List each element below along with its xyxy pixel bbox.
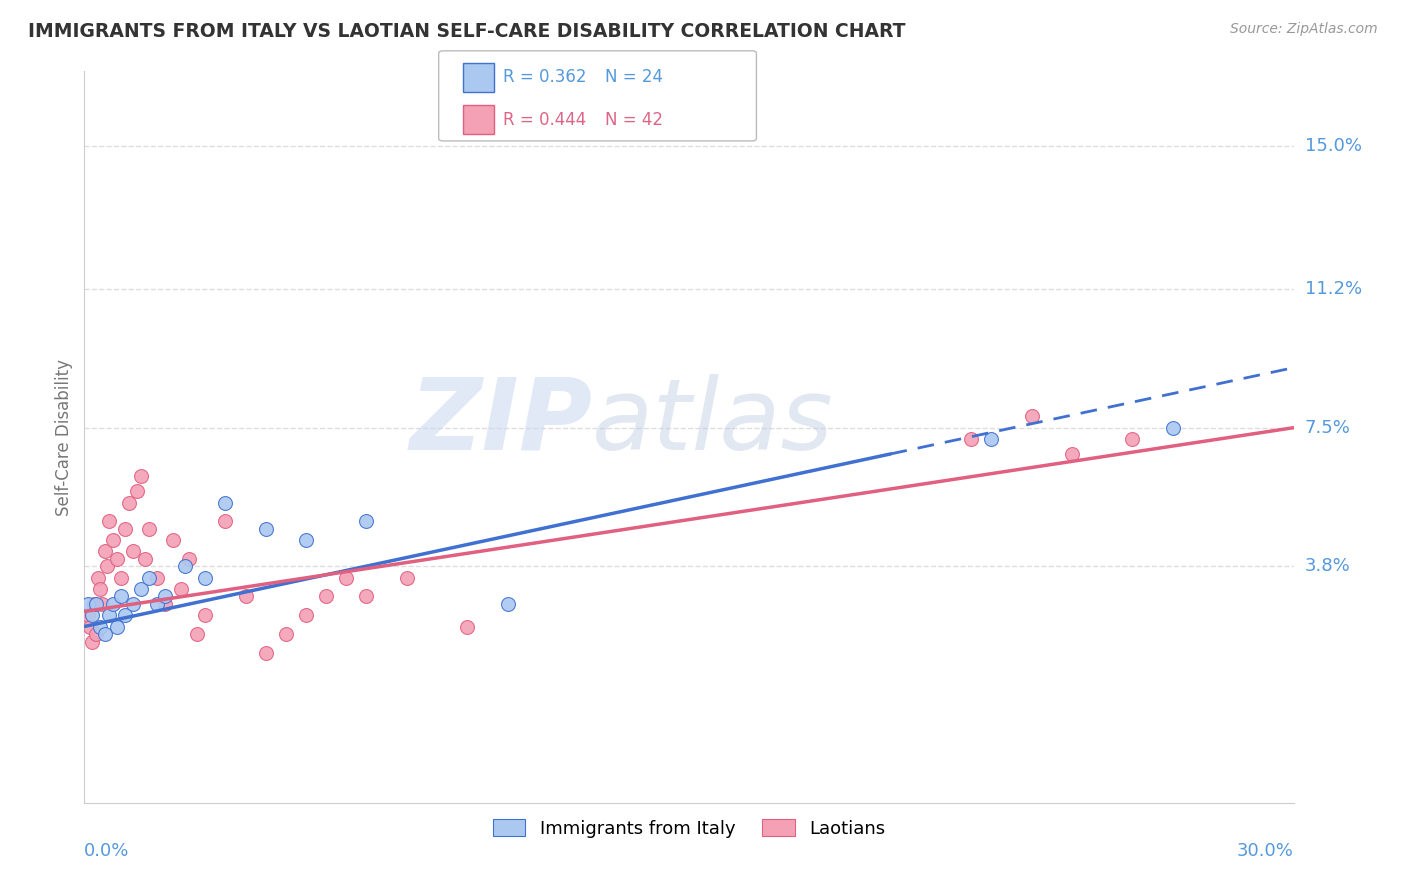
Point bbox=[235, 590, 257, 604]
Point bbox=[77, 608, 100, 623]
Point bbox=[214, 496, 236, 510]
Point bbox=[146, 571, 169, 585]
Point bbox=[79, 619, 101, 633]
Point bbox=[125, 484, 148, 499]
Point bbox=[179, 552, 201, 566]
Point bbox=[97, 515, 120, 529]
Point bbox=[146, 597, 169, 611]
Point bbox=[274, 627, 297, 641]
Point bbox=[87, 571, 110, 585]
Point bbox=[456, 619, 478, 633]
Point bbox=[110, 571, 132, 585]
Point bbox=[980, 432, 1002, 446]
Point bbox=[1161, 420, 1184, 434]
Point bbox=[129, 469, 152, 483]
Point bbox=[89, 582, 111, 596]
Text: N = 42: N = 42 bbox=[605, 111, 662, 128]
Text: IMMIGRANTS FROM ITALY VS LAOTIAN SELF-CARE DISABILITY CORRELATION CHART: IMMIGRANTS FROM ITALY VS LAOTIAN SELF-CA… bbox=[28, 22, 905, 41]
Text: 30.0%: 30.0% bbox=[1237, 842, 1294, 860]
Point bbox=[105, 619, 128, 633]
Point bbox=[96, 559, 118, 574]
Text: ZIP: ZIP bbox=[409, 374, 592, 471]
Point bbox=[138, 571, 160, 585]
Legend: Immigrants from Italy, Laotians: Immigrants from Italy, Laotians bbox=[485, 812, 893, 845]
Point bbox=[295, 608, 318, 623]
Point bbox=[89, 619, 111, 633]
Point bbox=[315, 590, 337, 604]
Point bbox=[93, 544, 115, 558]
Text: R = 0.444: R = 0.444 bbox=[503, 111, 586, 128]
Point bbox=[162, 533, 184, 548]
Text: Source: ZipAtlas.com: Source: ZipAtlas.com bbox=[1230, 22, 1378, 37]
Point bbox=[153, 597, 176, 611]
Point bbox=[1121, 432, 1143, 446]
Point bbox=[214, 515, 236, 529]
Text: 7.5%: 7.5% bbox=[1305, 418, 1351, 437]
Point bbox=[170, 582, 193, 596]
Point bbox=[254, 646, 277, 660]
Text: R = 0.362: R = 0.362 bbox=[503, 69, 586, 87]
Point bbox=[254, 522, 277, 536]
Text: 15.0%: 15.0% bbox=[1305, 137, 1361, 155]
Point bbox=[194, 608, 217, 623]
Point bbox=[121, 597, 143, 611]
Point bbox=[91, 597, 114, 611]
Y-axis label: Self-Care Disability: Self-Care Disability bbox=[55, 359, 73, 516]
Point bbox=[1021, 409, 1043, 424]
Point bbox=[86, 597, 108, 611]
Text: atlas: atlas bbox=[592, 374, 834, 471]
Text: 3.8%: 3.8% bbox=[1305, 558, 1350, 575]
Point bbox=[83, 597, 105, 611]
Point bbox=[186, 627, 208, 641]
Point bbox=[356, 590, 378, 604]
Point bbox=[335, 571, 357, 585]
Point bbox=[118, 496, 141, 510]
Point bbox=[129, 582, 152, 596]
Point bbox=[134, 552, 156, 566]
Point bbox=[86, 627, 108, 641]
Point bbox=[105, 552, 128, 566]
Point bbox=[295, 533, 318, 548]
Text: N = 24: N = 24 bbox=[605, 69, 662, 87]
Point bbox=[356, 515, 378, 529]
Point bbox=[77, 597, 100, 611]
Point bbox=[101, 533, 124, 548]
Text: 0.0%: 0.0% bbox=[84, 842, 129, 860]
Point bbox=[110, 590, 132, 604]
Point bbox=[1060, 447, 1083, 461]
Point bbox=[101, 597, 124, 611]
Point bbox=[93, 627, 115, 641]
Point bbox=[174, 559, 197, 574]
Point bbox=[121, 544, 143, 558]
Point bbox=[153, 590, 176, 604]
Point bbox=[960, 432, 983, 446]
Point bbox=[114, 522, 136, 536]
Point bbox=[114, 608, 136, 623]
Point bbox=[194, 571, 217, 585]
Point bbox=[82, 634, 104, 648]
Point bbox=[496, 597, 519, 611]
Text: 11.2%: 11.2% bbox=[1305, 280, 1362, 298]
Point bbox=[138, 522, 160, 536]
Point bbox=[82, 608, 104, 623]
Point bbox=[97, 608, 120, 623]
Point bbox=[395, 571, 418, 585]
